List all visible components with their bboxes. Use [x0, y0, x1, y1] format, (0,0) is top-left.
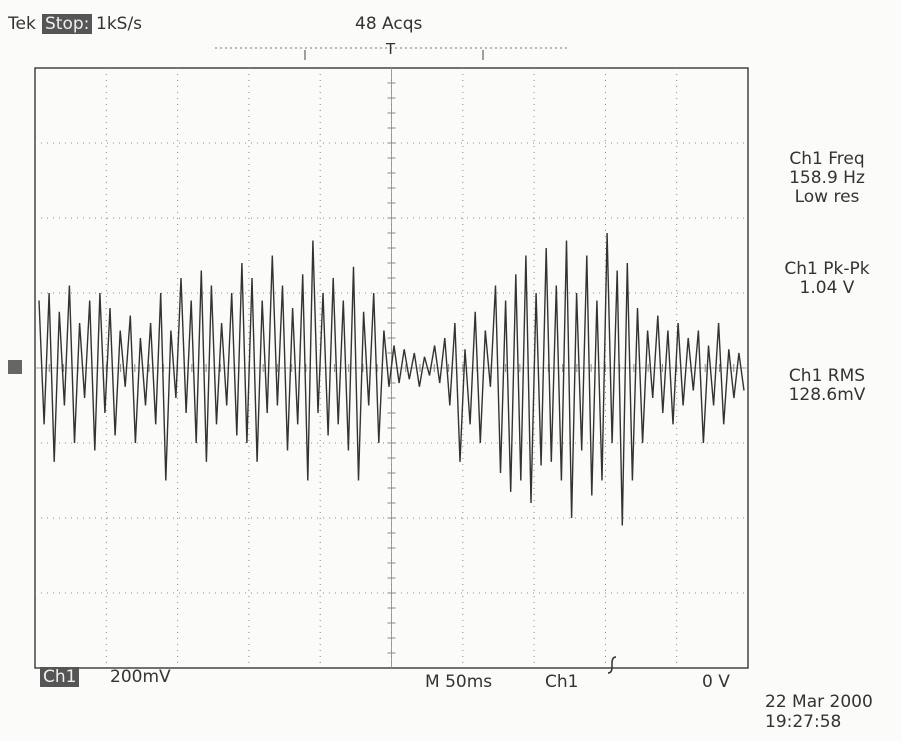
- waveform: [38, 232, 745, 526]
- trigger-slope: [607, 656, 617, 674]
- ground-marker: [8, 360, 22, 374]
- volts-per-div: 200mV: [110, 667, 171, 687]
- timebase: M 50ms: [425, 672, 493, 692]
- measurement-name: Ch1 Pk-Pk: [784, 259, 870, 279]
- trigger-marker: T: [386, 40, 396, 58]
- measurement: Ch1 Pk-Pk 1.04 V: [762, 260, 892, 298]
- measurement-note: Low res: [794, 187, 860, 207]
- measurement-value: 158.9 Hz: [789, 168, 865, 188]
- date: 22 Mar 2000: [765, 692, 873, 712]
- measurement-value: 128.6mV: [788, 385, 866, 405]
- measurement-name: Ch1 RMS: [788, 366, 866, 386]
- measurement-name: Ch1 Freq: [789, 149, 865, 169]
- trigger-source: Ch1: [545, 672, 579, 692]
- brand: Tek: [8, 14, 36, 34]
- channel-label: Ch1: [40, 667, 80, 687]
- measurement: Ch1 Freq 158.9 Hz Low res: [762, 150, 892, 207]
- time: 19:27:58: [765, 712, 842, 732]
- measurement: Ch1 RMS 128.6mV: [762, 367, 892, 405]
- sample-rate: 1kS/s: [96, 14, 143, 34]
- run-state: Stop:: [42, 14, 93, 34]
- acquisitions: 48 Acqs: [355, 14, 423, 34]
- record-brackets: [304, 50, 484, 60]
- measurement-value: 1.04 V: [799, 278, 855, 298]
- trigger-level: 0 V: [702, 672, 730, 692]
